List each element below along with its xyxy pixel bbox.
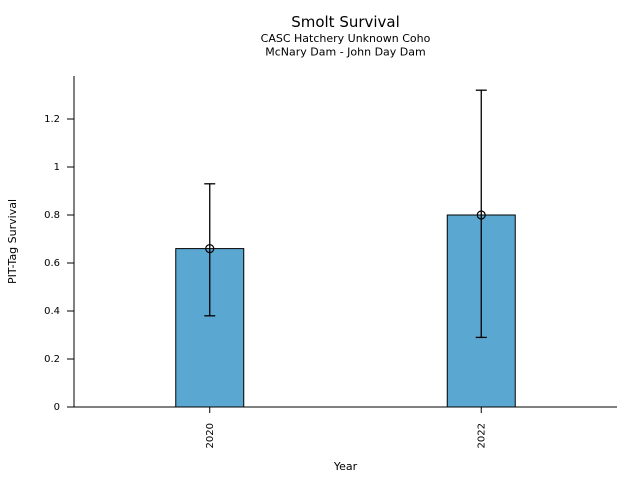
point-marker: [205, 244, 215, 254]
chart-subtitle-line2: McNary Dam - John Day Dam: [265, 46, 425, 59]
point-marker: [476, 210, 486, 220]
y-axis-label: PIT-Tag Survival: [6, 199, 19, 284]
x-tick-label: 2020: [205, 423, 216, 448]
y-tick-label: 0: [54, 402, 60, 413]
y-tick-label: 1: [54, 162, 60, 173]
plot-area: 2020 2022 0 0.2 0.4 0.6 0.8 1 1.2: [44, 76, 617, 448]
y-tick-label: 0.2: [44, 354, 60, 365]
y-tick-label: 0.8: [44, 210, 60, 221]
chart-subtitle-line1: CASC Hatchery Unknown Coho: [261, 32, 431, 45]
y-tick-label: 0.6: [44, 258, 60, 269]
x-axis-label: Year: [333, 460, 358, 473]
x-tick-label: 2022: [476, 423, 487, 448]
y-tick-label: 1.2: [44, 114, 60, 125]
y-tick-label: 0.4: [44, 306, 60, 317]
chart-title: Smolt Survival: [291, 13, 400, 31]
